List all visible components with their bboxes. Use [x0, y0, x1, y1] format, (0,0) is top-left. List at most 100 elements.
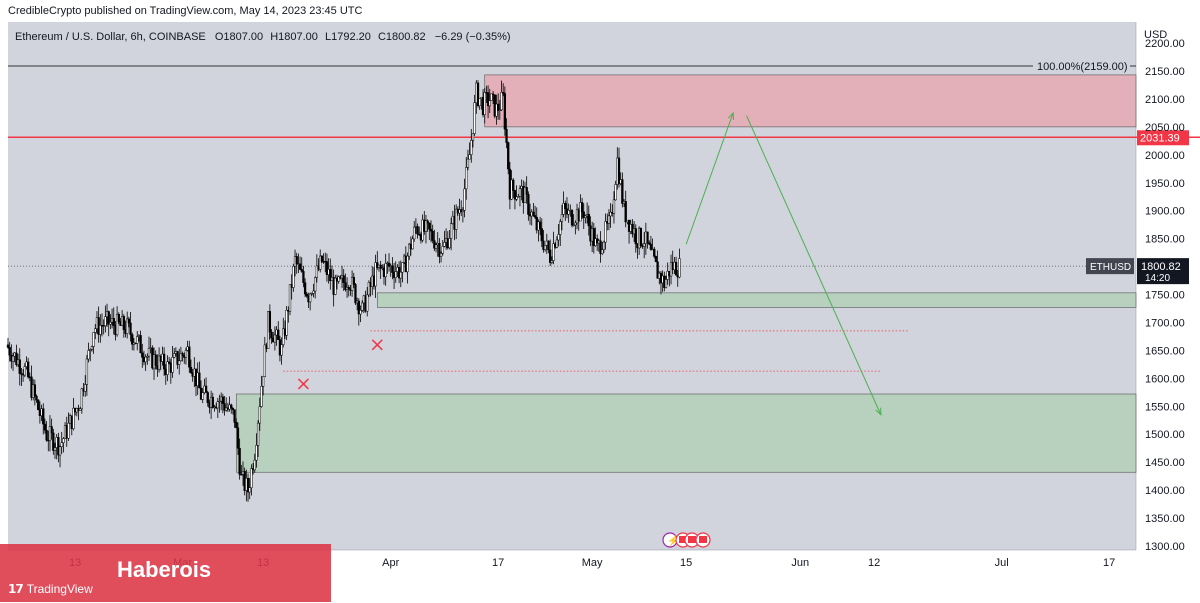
- candle-body: [347, 287, 350, 290]
- candle: [109, 314, 112, 330]
- candle: [26, 357, 30, 379]
- candle-body: [263, 344, 266, 378]
- candle-body: [6, 344, 10, 348]
- y-tick-label: 1900.00: [1145, 206, 1185, 218]
- support-zone[interactable]: [376, 292, 1137, 308]
- candle-body: [416, 226, 419, 235]
- candle-body: [238, 448, 241, 475]
- candle-body: [181, 353, 184, 356]
- candle-body: [614, 184, 617, 201]
- candle: [496, 93, 500, 120]
- candle-body: [162, 353, 166, 370]
- candle: [515, 185, 518, 202]
- candle: [166, 355, 169, 382]
- price-axis-panel[interactable]: [1136, 22, 1200, 550]
- candle: [646, 231, 649, 249]
- svg-text:Ethereum / U.S. Dollar, 6h, CO: Ethereum / U.S. Dollar, 6h, COINBASE O18…: [15, 31, 511, 43]
- x-mark[interactable]: [371, 339, 383, 351]
- candle-body: [500, 92, 503, 111]
- event-icons[interactable]: ⚡: [662, 532, 711, 548]
- candle: [33, 379, 37, 406]
- candle-body: [23, 366, 26, 376]
- candle: [104, 305, 107, 333]
- candle: [80, 387, 84, 414]
- candle-body: [549, 249, 552, 263]
- candle-body: [483, 92, 486, 115]
- candle-body: [35, 395, 38, 401]
- candle: [20, 368, 23, 387]
- candle-body: [552, 243, 555, 261]
- candle: [550, 256, 554, 265]
- candle: [612, 191, 616, 224]
- support-zone[interactable]: [235, 393, 1137, 473]
- candle: [43, 418, 47, 434]
- candle-body: [408, 243, 411, 257]
- candle-body: [261, 376, 265, 387]
- y-tick-label: 1450.00: [1145, 457, 1185, 469]
- y-tick-label: 1500.00: [1145, 429, 1185, 441]
- candle-body: [491, 93, 495, 96]
- candle: [560, 204, 564, 231]
- candle: [230, 403, 233, 414]
- candle-body: [592, 228, 595, 246]
- candle-body: [117, 314, 120, 323]
- candle: [57, 432, 60, 463]
- candle: [527, 191, 530, 221]
- candle-body: [255, 445, 258, 461]
- candle-body: [173, 353, 176, 358]
- candle-body: [674, 261, 678, 276]
- candle: [11, 352, 15, 371]
- candle-body: [601, 249, 604, 254]
- candle-body: [15, 352, 18, 365]
- candle-body: [664, 279, 668, 288]
- candle-body: [654, 256, 658, 262]
- candle: [429, 220, 433, 243]
- candle-body: [502, 92, 505, 94]
- red-line-price-label: 2031.39: [1140, 132, 1180, 144]
- candle: [314, 276, 317, 299]
- y-tick-label: 2000.00: [1145, 150, 1185, 162]
- resistance-zone[interactable]: [484, 74, 1137, 128]
- candle-body: [288, 284, 292, 312]
- candle-body: [67, 422, 70, 439]
- candle-body: [72, 407, 75, 429]
- candle: [406, 252, 409, 284]
- projection-arrow-down[interactable]: [746, 115, 882, 415]
- candle: [431, 224, 434, 244]
- candle-body: [337, 276, 340, 282]
- candle: [221, 393, 225, 414]
- candle-body: [52, 432, 55, 451]
- candle: [379, 260, 382, 279]
- candle-body: [109, 321, 112, 325]
- candle: [532, 203, 535, 217]
- candle: [344, 273, 347, 292]
- candle-body: [352, 276, 355, 285]
- candle: [58, 445, 62, 468]
- last-price-label: 1800.82: [1141, 261, 1181, 273]
- candle: [656, 250, 659, 279]
- x-mark-stroke: [371, 339, 383, 351]
- candle: [99, 314, 102, 343]
- candle: [235, 418, 238, 429]
- candle: [236, 422, 240, 456]
- y-tick-label: 1650.00: [1145, 345, 1185, 357]
- x-mark[interactable]: [297, 378, 309, 390]
- candle: [498, 99, 501, 120]
- candle-body: [258, 406, 261, 424]
- candle: [394, 261, 397, 283]
- candle-body: [426, 220, 429, 224]
- candle-body: [406, 255, 409, 273]
- candle-body: [473, 102, 476, 134]
- candle: [634, 224, 637, 253]
- tradingview-brand: TradingView: [26, 582, 93, 596]
- candle-body: [503, 93, 507, 130]
- candle-body: [310, 293, 313, 295]
- projection-arrow-up[interactable]: [685, 112, 734, 245]
- candle: [288, 284, 292, 316]
- candle: [52, 428, 55, 455]
- candle-body: [166, 361, 169, 375]
- candle: [478, 98, 481, 110]
- candle: [308, 292, 312, 311]
- candle: [624, 190, 627, 228]
